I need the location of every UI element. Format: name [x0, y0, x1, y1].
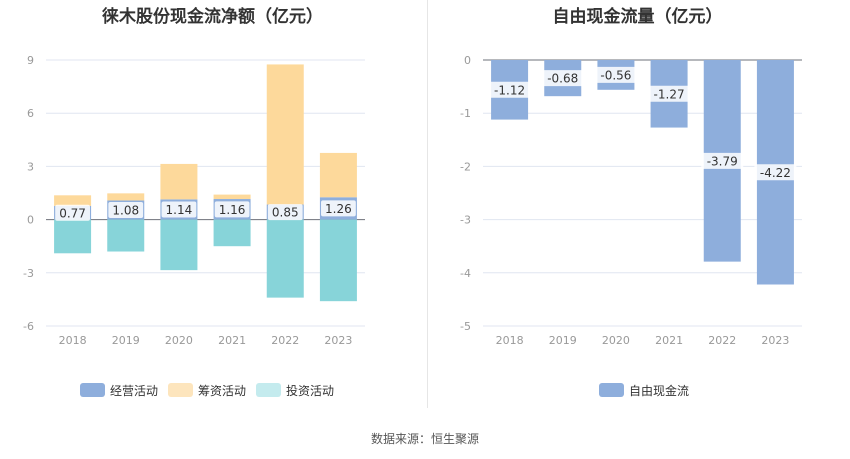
legend-item-free-cashflow[interactable]: 自由现金流	[599, 382, 689, 399]
data-label-bg	[108, 202, 144, 219]
legend-item-investing[interactable]: 投资活动	[256, 382, 334, 399]
data-label-bg	[701, 152, 744, 169]
data-label: 1.08	[112, 204, 139, 218]
y-tick-label: -2	[460, 160, 471, 173]
y-tick-label: 3	[27, 160, 34, 173]
data-label-bg	[267, 204, 303, 221]
free-cashflow-chart: 自由现金流量（亿元） 0 -1 -2 -3 -4 -5 2018 2019 2020 2021 20…	[425, 0, 850, 410]
data-label-bg	[321, 200, 356, 217]
chart-title: 徕木股份现金流净额（亿元）	[102, 7, 323, 27]
legend-label: 自由现金流	[629, 383, 690, 398]
bar-筹资活动	[319, 152, 357, 198]
data-label: 1.16	[219, 203, 246, 217]
x-tick-label: 2020	[602, 334, 630, 347]
x-tick-label: 2018	[496, 334, 524, 347]
free-cashflow-plot: 0 -1 -2 -3 -4 -5 2018 2019 2020 2021 2022 2023 -1.12…	[460, 54, 802, 347]
legend: 自由现金流	[599, 381, 699, 399]
data-label-bg	[541, 70, 584, 87]
data-label: -1.27	[654, 87, 685, 101]
y-tick-label: 0	[464, 54, 471, 67]
y-tick-label: 0	[27, 214, 34, 227]
x-tick-label: 2023	[761, 334, 789, 347]
data-label: 0.77	[59, 206, 86, 220]
y-tick-label: -4	[460, 267, 471, 280]
bar-投资活动	[213, 219, 251, 247]
legend-swatch	[256, 383, 282, 397]
x-tick-label: 2022	[271, 334, 299, 347]
data-label: 1.14	[166, 203, 193, 217]
bar-投资活动	[54, 219, 92, 254]
chart-title: 自由现金流量（亿元）	[552, 7, 723, 27]
legend-label: 经营活动	[110, 383, 159, 398]
legend: 经营活动 筹资活动 投资活动	[80, 381, 344, 399]
data-label-bg	[488, 81, 531, 98]
data-label: 1.26	[325, 202, 352, 216]
data-label-bg	[161, 201, 197, 218]
x-tick-label: 2018	[59, 334, 87, 347]
x-tick-label: 2022	[708, 334, 736, 347]
bar-筹资活动	[107, 193, 145, 201]
cashflow-net-chart: 徕木股份现金流净额（亿元） 9 6 3 0 -3 -6 2018 2019 2020 2021 20…	[0, 0, 425, 410]
data-label-bg	[754, 164, 797, 181]
data-label-bg	[214, 201, 250, 218]
x-tick-label: 2019	[112, 334, 140, 347]
y-tick-label: -5	[460, 320, 471, 333]
bar-筹资活动	[160, 163, 198, 200]
data-label: 0.85	[272, 206, 299, 220]
x-tick-label: 2021	[655, 334, 683, 347]
data-label: -0.56	[600, 68, 631, 82]
y-tick-label: 9	[27, 54, 34, 67]
legend-label: 筹资活动	[198, 383, 247, 398]
bar-投资活动	[319, 219, 357, 302]
bar-筹资活动	[213, 194, 251, 200]
data-source-note: 数据来源：恒生聚源	[370, 432, 479, 446]
x-tick-label: 2019	[549, 334, 577, 347]
data-label-bg	[648, 85, 691, 102]
x-tick-label: 2023	[324, 334, 352, 347]
legend-item-operating[interactable]: 经营活动	[80, 382, 158, 399]
legend-label: 投资活动	[286, 383, 335, 398]
legend-swatch	[80, 383, 105, 397]
data-label: -4.22	[760, 166, 791, 180]
bar-投资活动	[266, 219, 304, 298]
y-tick-label: -3	[460, 214, 471, 227]
data-label: -0.68	[547, 72, 578, 86]
legend-swatch	[168, 383, 194, 397]
data-label-bg	[55, 204, 90, 221]
y-tick-label: -6	[23, 320, 34, 333]
panel-divider	[427, 0, 428, 408]
y-tick-label: -3	[23, 267, 34, 280]
cashflow-net-plot: 9 6 3 0 -3 -6 2018 2019 2020 2021 2022 2023 0.77 1.08…	[23, 54, 365, 347]
data-label: -3.79	[707, 154, 738, 168]
y-tick-label: 6	[27, 107, 34, 120]
legend-swatch	[599, 383, 624, 397]
bar-筹资活动	[266, 64, 304, 205]
y-tick-label: -1	[460, 107, 471, 120]
data-label-bg	[594, 66, 637, 83]
x-tick-label: 2020	[165, 334, 193, 347]
legend-item-financing[interactable]: 筹资活动	[168, 382, 246, 399]
bar-筹资活动	[54, 195, 92, 206]
x-tick-label: 2021	[218, 334, 246, 347]
bar-投资活动	[160, 219, 198, 271]
data-label: -1.12	[494, 83, 525, 97]
bar-投资活动	[107, 219, 145, 252]
